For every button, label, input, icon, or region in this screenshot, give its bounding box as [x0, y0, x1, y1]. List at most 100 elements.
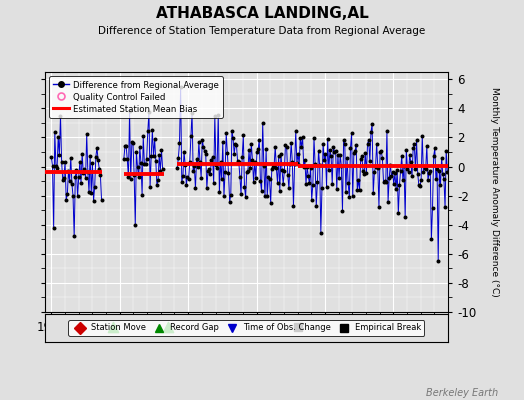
Point: [64, 168, 73, 174]
Point: [205, 166, 213, 172]
Point: [238, 154, 246, 160]
Point: [314, 148, 323, 154]
Point: [124, 174, 133, 180]
Point: [265, 176, 274, 182]
Point: [158, 166, 167, 172]
Point: [80, 166, 89, 172]
Point: [359, 168, 367, 174]
Point: [97, 196, 106, 203]
Point: [78, 150, 86, 157]
Point: [346, 145, 355, 152]
Point: [290, 160, 299, 167]
Point: [398, 153, 406, 159]
Point: [333, 186, 341, 192]
Point: [68, 180, 76, 187]
Point: [270, 163, 278, 169]
Text: ATHABASCA LANDING,AL: ATHABASCA LANDING,AL: [156, 6, 368, 21]
Point: [137, 160, 145, 167]
Point: [361, 150, 369, 156]
Y-axis label: Monthly Temperature Anomaly Difference (°C): Monthly Temperature Anomaly Difference (…: [490, 87, 499, 297]
Point: [253, 148, 261, 155]
Point: [216, 159, 225, 165]
Point: [386, 162, 395, 168]
Point: [278, 167, 286, 173]
Point: [300, 164, 308, 170]
Point: [189, 168, 198, 174]
Point: [75, 158, 84, 165]
Point: [237, 190, 245, 197]
Point: [56, 112, 64, 119]
Point: [150, 136, 159, 142]
Point: [61, 159, 69, 165]
Point: [144, 128, 152, 134]
Point: [48, 163, 57, 170]
Point: [281, 142, 290, 148]
Point: [191, 185, 200, 192]
Point: [426, 168, 434, 174]
Point: [413, 170, 422, 177]
Point: [248, 156, 257, 163]
Point: [288, 159, 297, 165]
Point: [96, 172, 105, 178]
Point: [93, 144, 101, 151]
Point: [327, 153, 335, 160]
Point: [283, 172, 292, 178]
Point: [309, 182, 317, 188]
Point: [66, 178, 74, 184]
Legend: Station Move, Record Gap, Time of Obs. Change, Empirical Break: Station Move, Record Gap, Time of Obs. C…: [68, 320, 424, 336]
Point: [275, 153, 283, 160]
Point: [438, 155, 446, 161]
Point: [249, 178, 258, 185]
Point: [81, 175, 90, 181]
Point: [92, 154, 100, 160]
Point: [147, 152, 156, 159]
Point: [133, 164, 141, 170]
Point: [324, 167, 333, 174]
Point: [389, 181, 398, 188]
Point: [263, 193, 271, 199]
Point: [55, 152, 63, 158]
Point: [274, 180, 282, 186]
Point: [199, 144, 208, 150]
Point: [320, 157, 329, 163]
Point: [207, 157, 215, 164]
Point: [295, 161, 303, 168]
Point: [244, 168, 252, 174]
Point: [62, 197, 70, 203]
Point: [67, 154, 75, 161]
Point: [401, 214, 409, 220]
Point: [129, 140, 137, 146]
Point: [179, 173, 187, 180]
Point: [200, 148, 209, 154]
Point: [425, 170, 433, 177]
Point: [305, 180, 314, 187]
Point: [365, 137, 373, 144]
Point: [282, 144, 291, 150]
Point: [358, 153, 366, 159]
Point: [345, 194, 354, 200]
Point: [354, 177, 363, 183]
Point: [329, 143, 337, 150]
Point: [131, 222, 139, 228]
Point: [190, 162, 199, 169]
Point: [387, 173, 396, 179]
Point: [318, 184, 326, 191]
Point: [298, 134, 307, 140]
Point: [384, 199, 392, 205]
Point: [228, 128, 236, 134]
Point: [403, 166, 412, 172]
Point: [185, 159, 194, 165]
Point: [174, 155, 182, 161]
Point: [344, 180, 352, 187]
Point: [291, 128, 300, 135]
Point: [383, 128, 391, 134]
Point: [376, 149, 384, 156]
Point: [411, 166, 420, 172]
Point: [391, 170, 399, 176]
Point: [82, 131, 91, 138]
Point: [88, 159, 96, 166]
Point: [423, 142, 431, 149]
Point: [409, 145, 417, 152]
Point: [293, 160, 301, 166]
Point: [226, 192, 235, 198]
